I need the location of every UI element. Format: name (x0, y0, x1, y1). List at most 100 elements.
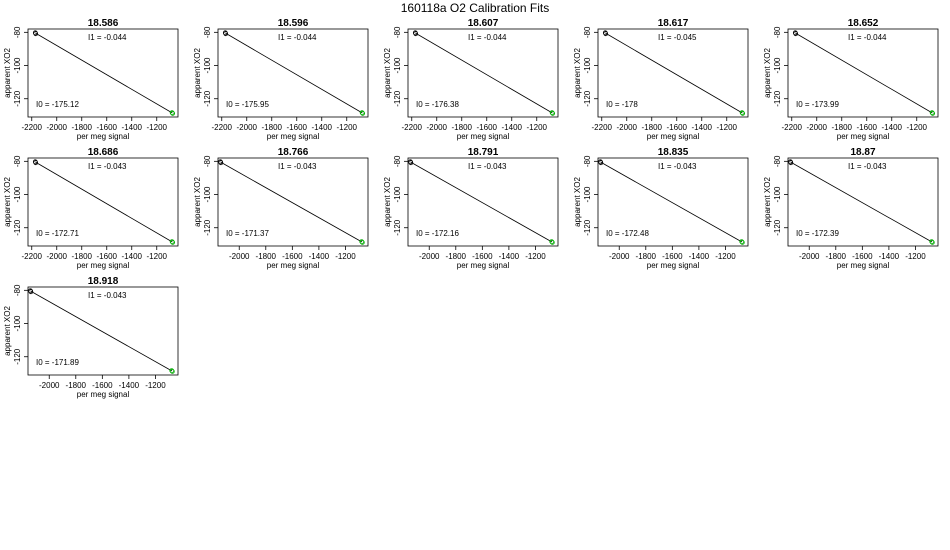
y-axis-label: apparent XO2 (193, 48, 202, 98)
x-tick-label: -1600 (92, 381, 113, 390)
x-tick-label: -1600 (97, 123, 118, 132)
x-axis-label: per meg signal (837, 132, 890, 141)
data-point-high (929, 239, 935, 245)
plot-frame (597, 28, 749, 118)
x-axis-label: per meg signal (267, 132, 320, 141)
data-point-high (170, 239, 175, 245)
data-point-high (170, 240, 176, 245)
data-point-high (930, 110, 935, 116)
intercept-annotation: I0 = -178 (606, 100, 638, 109)
x-tick-label: -2200 (402, 123, 423, 132)
y-axis-label: apparent XO2 (763, 48, 772, 98)
data-point-high (359, 239, 365, 245)
y-tick-label: -120 (13, 90, 22, 107)
data-point-high (739, 239, 744, 244)
data-point-low (222, 30, 228, 35)
data-point-high (169, 239, 175, 244)
y-tick-label: -80 (13, 284, 22, 296)
y-tick-label: -120 (13, 348, 22, 365)
y-tick-label: -80 (583, 26, 592, 38)
data-point-high (739, 110, 745, 115)
x-tick-label: -1200 (717, 123, 738, 132)
panel-7: 18.766 -2000 -1800 -1600 -1400 -1200 -80 -100 -1… (193, 147, 369, 270)
data-point-low (32, 159, 38, 164)
x-tick-label: -1800 (452, 123, 473, 132)
x-tick-label: -1600 (662, 252, 683, 261)
x-tick-label: -1200 (145, 381, 166, 390)
intercept-annotation: I0 = -173.99 (796, 100, 839, 109)
x-axis-label: per meg signal (77, 132, 130, 141)
y-axis-label: apparent XO2 (763, 177, 772, 227)
slope-annotation: I1 = -0.043 (88, 162, 127, 171)
slope-annotation: I1 = -0.043 (848, 162, 887, 171)
x-tick-label: -1400 (312, 123, 333, 132)
y-tick-label: -80 (773, 155, 782, 167)
y-tick-label: -120 (773, 219, 782, 236)
y-tick-label: -100 (203, 57, 212, 74)
x-tick-label: -2000 (229, 252, 250, 261)
data-point-high (169, 368, 175, 374)
panel-5: 18.652 -2200 -2000 -1800 -1600 -1400 -1200 -80 -… (763, 18, 939, 141)
y-tick-label: -120 (393, 90, 402, 107)
panel-3: 18.607 -2200 -2000 -1800 -1600 -1400 -1200 -80 -… (383, 18, 559, 141)
x-tick-label: -1200 (147, 252, 168, 261)
fit-line (35, 32, 173, 114)
y-tick-label: -100 (583, 57, 592, 74)
data-point-high (550, 111, 556, 116)
intercept-annotation: I0 = -175.95 (226, 100, 269, 109)
data-point-low (28, 288, 33, 293)
x-axis-label: per meg signal (837, 261, 890, 270)
x-tick-label: -1200 (715, 252, 736, 261)
x-tick-label: -1200 (527, 123, 548, 132)
data-point-high (739, 239, 745, 245)
x-tick-label: -1400 (689, 252, 710, 261)
slope-annotation: I1 = -0.044 (468, 33, 507, 42)
data-point-high (170, 111, 176, 116)
y-tick-label: -100 (583, 186, 592, 203)
data-point-low (788, 159, 793, 164)
slope-annotation: I1 = -0.044 (278, 33, 317, 42)
fit-line (790, 161, 933, 243)
panel-title: 18.686 (88, 147, 119, 158)
intercept-annotation: I0 = -171.89 (36, 358, 79, 367)
panel-6: 18.686 -2200 -2000 -1800 -1600 -1400 -1200 -80 -… (3, 147, 179, 270)
panel-8: 18.791 -2000 -1800 -1600 -1400 -1200 -80 -100 -1… (383, 147, 559, 270)
panel-title: 18.586 (88, 18, 119, 29)
x-tick-label: -2200 (592, 123, 613, 132)
x-tick-label: -1400 (879, 252, 900, 261)
x-tick-label: -1800 (636, 252, 657, 261)
data-point-high (929, 110, 935, 115)
x-tick-label: -1400 (122, 252, 143, 261)
x-tick-label: -2000 (419, 252, 440, 261)
panel-title: 18.918 (88, 276, 119, 287)
y-tick-label: -120 (13, 219, 22, 236)
data-point-high (360, 111, 366, 116)
y-tick-label: -80 (13, 155, 22, 167)
x-tick-label: -1600 (857, 123, 878, 132)
x-tick-label: -1400 (122, 123, 143, 132)
x-tick-label: -1800 (66, 381, 87, 390)
panel-title: 18.791 (468, 147, 499, 158)
fit-line (600, 161, 743, 243)
data-point-high (740, 240, 745, 245)
x-tick-label: -1200 (525, 252, 546, 261)
x-tick-label: -1800 (72, 123, 93, 132)
figure-title: 160118a O2 Calibration Fits (400, 1, 550, 15)
x-tick-label: -1200 (337, 123, 358, 132)
y-tick-label: -120 (393, 219, 402, 236)
plot-frame (27, 157, 179, 247)
panel-title: 18.87 (850, 147, 875, 158)
plot-frame (787, 28, 939, 118)
slope-annotation: I1 = -0.043 (658, 162, 697, 171)
data-point-high (930, 240, 935, 245)
y-tick-label: -120 (773, 90, 782, 107)
panel-title: 18.766 (278, 147, 309, 158)
x-tick-label: -1800 (256, 252, 277, 261)
intercept-annotation: I0 = -172.16 (416, 229, 459, 238)
x-tick-label: -1600 (667, 123, 688, 132)
slope-annotation: I1 = -0.043 (88, 291, 127, 300)
plot-frame (217, 28, 369, 118)
panel-4: 18.617 -2200 -2000 -1800 -1600 -1400 -1200 -80 -… (573, 18, 749, 141)
y-tick-label: -80 (203, 155, 212, 167)
